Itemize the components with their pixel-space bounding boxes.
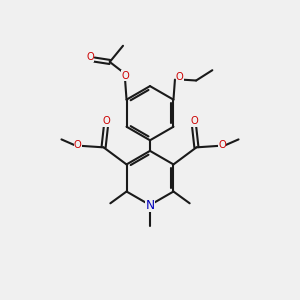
Text: O: O xyxy=(86,52,94,62)
Text: O: O xyxy=(121,70,129,80)
Text: O: O xyxy=(218,140,226,150)
Text: O: O xyxy=(176,72,184,82)
Text: O: O xyxy=(102,116,110,126)
Text: O: O xyxy=(190,116,198,126)
Text: N: N xyxy=(146,199,154,212)
Text: O: O xyxy=(74,140,82,150)
